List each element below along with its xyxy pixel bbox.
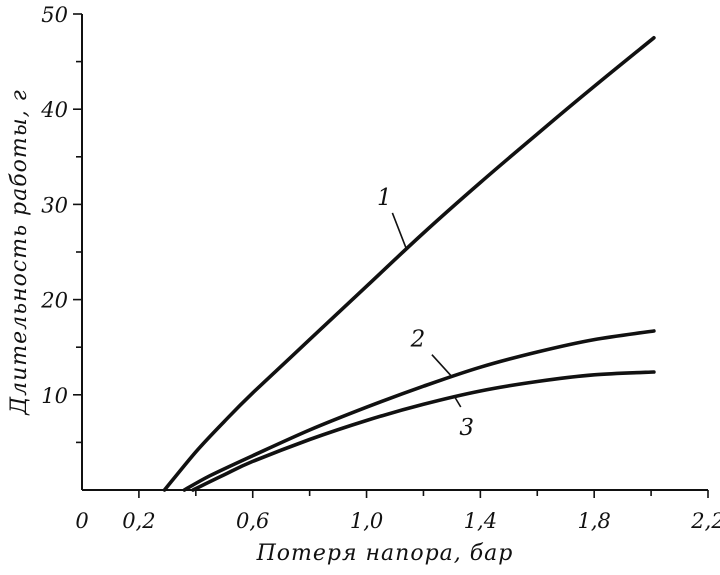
y-axis-title: Длительность работы, г [7, 89, 32, 416]
series-line-2 [182, 329, 656, 492]
x-tick-label: 1,4 [464, 509, 497, 533]
curve-label-1: 1 [377, 185, 392, 211]
curve-labels: 1 2 3 [377, 185, 474, 441]
y-tick-label: 10 [41, 384, 68, 408]
x-axis-title: Потеря напора, бар [256, 541, 514, 566]
x-tick-label: 0,6 [236, 509, 269, 533]
x-tick-label: 0,2 [122, 509, 155, 533]
curve-label-2: 2 [410, 327, 426, 353]
axes [81, 14, 708, 491]
x-tick-label: 1,8 [577, 509, 610, 533]
curve-label-leader [454, 396, 462, 408]
y-tick-label: 30 [41, 193, 68, 217]
y-tick-label: 20 [40, 289, 68, 313]
curve-label-leader [391, 212, 408, 250]
curve-label-leader [431, 354, 453, 378]
ticks: 0 0,2 0,6 1,0 1,4 1,8 2,2 10 20 30 40 50 [40, 3, 720, 533]
series-line-3 [191, 370, 656, 492]
x-tick-label: 2,2 [690, 509, 720, 533]
curve-label-3: 3 [459, 415, 474, 441]
y-tick-label: 50 [41, 3, 68, 27]
series-lines [162, 36, 656, 492]
x-tick-label: 0 [75, 509, 88, 533]
x-tick-label: 1,0 [350, 509, 383, 533]
series-line-1 [162, 36, 656, 492]
y-tick-label: 40 [40, 98, 68, 122]
